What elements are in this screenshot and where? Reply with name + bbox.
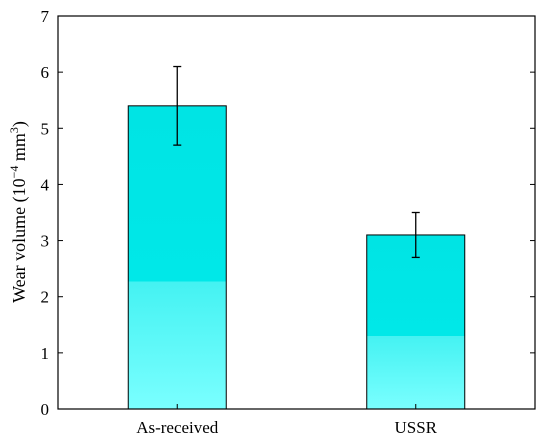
y-axis-title-prefix: Wear volume (10: [9, 178, 30, 303]
y-tick-label: 3: [41, 232, 50, 251]
y-tick-label: 1: [41, 344, 50, 363]
y-tick-label: 0: [41, 400, 50, 419]
y-tick-label: 4: [41, 175, 50, 194]
error-bars-group: [173, 65, 420, 259]
y-tick-label: 7: [41, 7, 50, 26]
y-tick-label: 2: [41, 288, 50, 307]
x-axis-ticks: As-received USSR: [136, 404, 438, 437]
x-tick-label: USSR: [394, 418, 437, 437]
y-tick-label: 5: [41, 119, 50, 138]
bar-as-received: [127, 105, 227, 410]
y-tick-label: 6: [41, 63, 50, 82]
y-axis-title-exp1: −4: [7, 166, 21, 179]
y-axis-ticks: 0 1 2 3 4 5 6 7: [41, 7, 535, 419]
plot-frame: [57, 15, 536, 410]
y-axis-title-exp2: 3: [7, 127, 21, 133]
bars-group: [127, 105, 466, 410]
x-tick-label: As-received: [136, 418, 219, 437]
y-axis-title: Wear volume (10−4 mm3): [7, 121, 30, 303]
bar-ussr: [366, 234, 466, 410]
y-axis-title-unit: mm: [9, 133, 29, 166]
y-axis-title-suffix: ): [9, 121, 30, 127]
